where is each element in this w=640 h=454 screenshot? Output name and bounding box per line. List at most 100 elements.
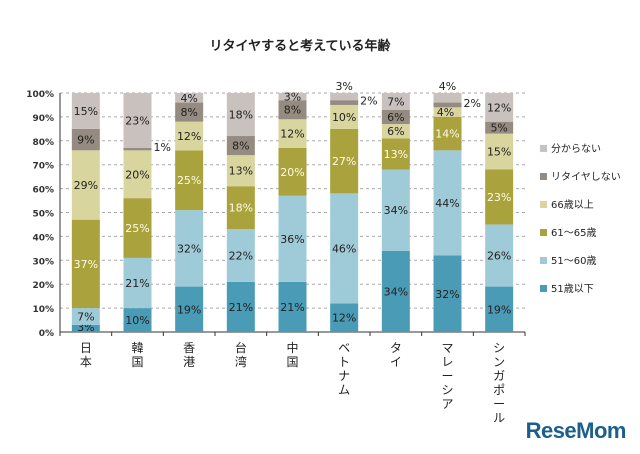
data-label: 13% xyxy=(384,148,408,161)
data-label: 19% xyxy=(177,303,201,316)
bar-segment xyxy=(226,229,255,282)
legend-label: 66歳以上 xyxy=(551,199,594,211)
bar-segment xyxy=(330,303,359,332)
legend-label: リタイヤしない xyxy=(551,171,621,183)
bar-segment xyxy=(433,150,462,256)
data-label: 20% xyxy=(280,166,304,179)
x-category-label: ル xyxy=(493,411,505,425)
x-category-label: 国 xyxy=(286,355,298,369)
data-label: 29% xyxy=(74,179,98,192)
bar-segment xyxy=(71,150,100,220)
bar-segment xyxy=(175,121,204,151)
data-label: 12% xyxy=(487,101,511,114)
bar-segment xyxy=(330,93,359,101)
data-label: 7% xyxy=(387,95,404,108)
bar-segment xyxy=(226,136,255,156)
data-label: 32% xyxy=(435,288,459,301)
legend-label: 分からない xyxy=(551,143,601,155)
data-label: 36% xyxy=(280,233,304,246)
bar-segment xyxy=(123,93,152,148)
bar-segment xyxy=(123,150,152,199)
bar-segment xyxy=(381,250,410,332)
bar-segment xyxy=(485,286,514,332)
data-label: 21% xyxy=(125,277,149,290)
bar-segment xyxy=(278,195,307,282)
legend-swatch xyxy=(540,229,547,236)
legend-label: 51歳以下 xyxy=(551,283,594,295)
data-label: 22% xyxy=(229,250,253,263)
data-label: 9% xyxy=(77,134,94,147)
legend-swatch xyxy=(540,173,547,180)
bar-segment xyxy=(330,128,359,194)
x-category-label: ポ xyxy=(493,383,505,397)
bar-segment xyxy=(381,138,410,170)
x-category-label: ナ xyxy=(338,369,350,383)
chart-title: リタイヤすると考えている年齢 xyxy=(210,38,392,54)
data-label: 34% xyxy=(384,204,408,217)
x-category-label: ガ xyxy=(493,369,505,383)
bar-segment xyxy=(485,121,514,134)
data-label: 44% xyxy=(435,197,459,210)
x-category-label: ー xyxy=(493,397,505,411)
bar-segment xyxy=(381,93,410,110)
legend-label: 61～65歳 xyxy=(551,227,596,239)
y-tick-label: 100% xyxy=(26,90,54,100)
data-label: 4% xyxy=(437,106,454,119)
x-category-label: 台 xyxy=(235,340,247,355)
data-label: 32% xyxy=(177,242,201,255)
y-tick-label: 70% xyxy=(32,162,54,172)
y-tick-label: 40% xyxy=(32,233,54,243)
y-tick-label: 90% xyxy=(32,114,54,124)
legend-swatch xyxy=(540,285,547,292)
y-tick-label: 20% xyxy=(32,281,54,291)
bar-segment xyxy=(330,193,359,304)
bar-segment xyxy=(71,308,100,325)
x-category-label: ア xyxy=(441,397,453,411)
x-category-label: シ xyxy=(493,341,505,355)
bar-segment xyxy=(278,93,307,101)
y-tick-label: 80% xyxy=(32,138,54,148)
bar-segment xyxy=(123,147,152,151)
bar-segment xyxy=(175,102,204,122)
data-label: 10% xyxy=(332,111,356,124)
data-label: 23% xyxy=(487,191,511,204)
bar-segment xyxy=(381,169,410,251)
data-label: 18% xyxy=(229,109,253,122)
data-label: 12% xyxy=(177,130,201,143)
data-label: 6% xyxy=(387,125,404,138)
data-label: 3% xyxy=(335,80,352,93)
bar-segment xyxy=(175,150,204,211)
bar-segment xyxy=(175,93,204,103)
bar-segment xyxy=(71,219,100,309)
bar-segment xyxy=(71,324,100,332)
bar-segment xyxy=(485,169,514,225)
x-category-label: ム xyxy=(338,383,350,397)
bar-segment xyxy=(278,119,307,148)
bar-segment xyxy=(226,186,255,230)
data-label: 2% xyxy=(360,95,377,108)
data-label: 15% xyxy=(74,105,98,118)
x-category-label: 国 xyxy=(131,355,143,369)
data-label: 12% xyxy=(280,128,304,141)
data-label: 19% xyxy=(487,303,511,316)
bar-segment xyxy=(71,93,100,129)
bar-segment xyxy=(381,109,410,125)
data-label: 3% xyxy=(284,91,301,104)
data-label: 1% xyxy=(154,141,171,154)
data-label: 18% xyxy=(229,202,253,215)
data-label: 10% xyxy=(125,314,149,327)
bar-segment xyxy=(485,224,514,287)
data-label: 12% xyxy=(332,312,356,325)
x-category-label: 香 xyxy=(183,341,195,355)
bar-segment xyxy=(381,124,410,139)
y-tick-label: 60% xyxy=(32,186,54,196)
data-label: 6% xyxy=(387,111,404,124)
x-category-label: 中 xyxy=(286,340,298,355)
data-label: 37% xyxy=(74,258,98,271)
data-label: 20% xyxy=(125,168,149,181)
resemom-logo: ReseMom xyxy=(525,418,627,443)
data-label: 7% xyxy=(77,310,94,323)
x-category-label: ー xyxy=(441,369,453,383)
bar-segment xyxy=(175,210,204,287)
